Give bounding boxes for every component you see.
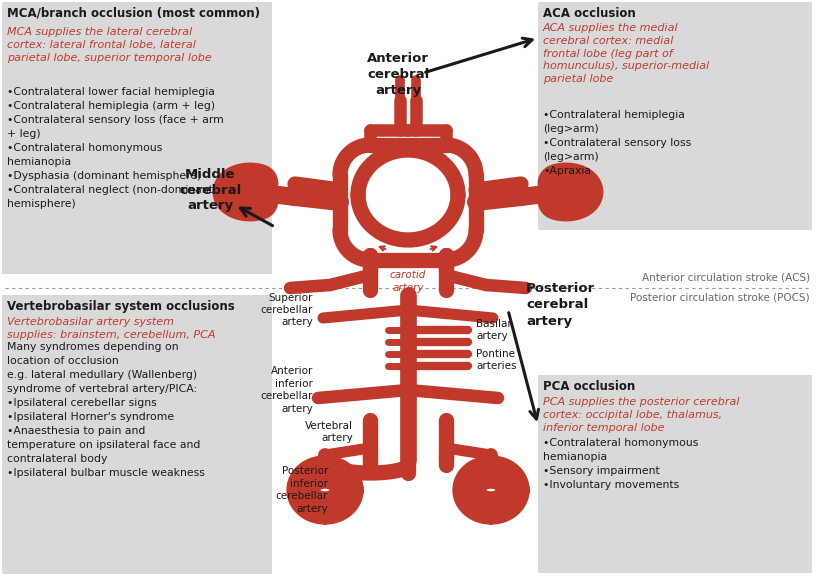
Text: •Contralateral hemiplegia
(leg>arm)
•Contralateral sensory loss
(leg>arm)
•Aprax: •Contralateral hemiplegia (leg>arm) •Con… [543, 110, 691, 176]
Text: PCA occlusion: PCA occlusion [543, 380, 635, 393]
Text: MCA supplies the lateral cerebral
cortex: lateral frontal lobe, lateral
parietal: MCA supplies the lateral cerebral cortex… [7, 27, 211, 62]
Text: MCA/branch occlusion (most common): MCA/branch occlusion (most common) [7, 7, 260, 20]
FancyBboxPatch shape [2, 2, 272, 274]
Text: Vertebral
artery: Vertebral artery [305, 421, 353, 443]
Text: Posterior
cerebral
artery: Posterior cerebral artery [526, 283, 595, 328]
Text: Internal
carotid
artery: Internal carotid artery [388, 258, 428, 293]
FancyBboxPatch shape [2, 295, 272, 574]
Text: Vertebrobasilar artery system
supplies: brainstem, cerebellum, PCA: Vertebrobasilar artery system supplies: … [7, 317, 215, 340]
Text: Anterior circulation stroke (ACS): Anterior circulation stroke (ACS) [642, 272, 810, 282]
Text: •Contralateral homonymous
hemianopia
•Sensory impairment
•Involuntary movements: •Contralateral homonymous hemianopia •Se… [543, 438, 698, 490]
Text: ACA supplies the medial
cerebral cortex: medial
frontal lobe (leg part of
homunc: ACA supplies the medial cerebral cortex:… [543, 23, 709, 84]
Text: Superior
cerebellar
artery: Superior cerebellar artery [260, 293, 313, 327]
Text: Pontine
arteries: Pontine arteries [476, 349, 517, 371]
Text: Anterior
cerebral
artery: Anterior cerebral artery [367, 52, 429, 97]
Text: Many syndromes depending on
location of occlusion
e.g. lateral medullary (Wallen: Many syndromes depending on location of … [7, 342, 205, 478]
Text: Basilar
artery: Basilar artery [476, 319, 512, 341]
Text: Posterior circulation stroke (POCS): Posterior circulation stroke (POCS) [631, 293, 810, 303]
Text: •Contralateral lower facial hemiplegia
•Contralateral hemiplegia (arm + leg)
•Co: •Contralateral lower facial hemiplegia •… [7, 87, 224, 209]
FancyBboxPatch shape [538, 2, 812, 230]
Text: Anterior
inferior
cerebellar
artery: Anterior inferior cerebellar artery [260, 366, 313, 414]
FancyBboxPatch shape [538, 375, 812, 573]
Text: Vertebrobasilar system occlusions: Vertebrobasilar system occlusions [7, 300, 235, 313]
Text: Posterior
inferior
cerebellar
artery: Posterior inferior cerebellar artery [276, 466, 328, 514]
Text: ACA occlusion: ACA occlusion [543, 7, 636, 20]
Text: PCA supplies the posterior cerebral
cortex: occipital lobe, thalamus,
inferior t: PCA supplies the posterior cerebral cort… [543, 397, 739, 433]
Text: Middle
cerebral
artery: Middle cerebral artery [179, 167, 241, 212]
